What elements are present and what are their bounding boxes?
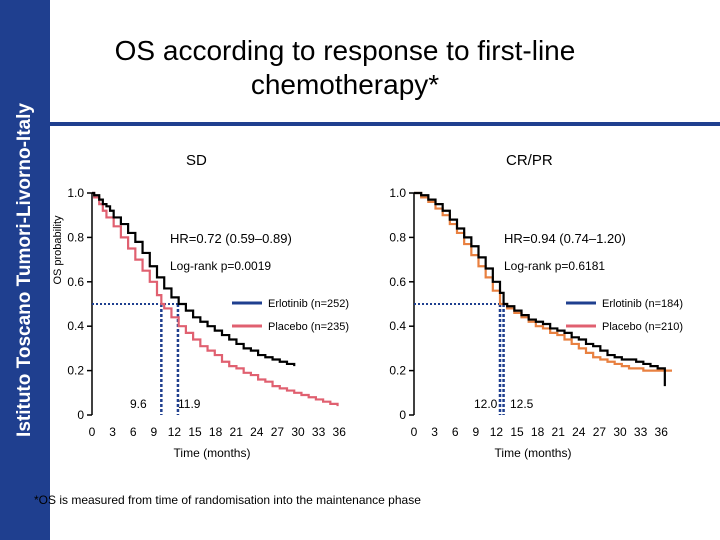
panel-title-crpr: CR/PR	[506, 152, 553, 169]
panel1-x-tick-label: 15	[510, 425, 524, 439]
panel0-x-tick-label: 12	[168, 425, 182, 439]
panel1-legend-label-erlotinib: Erlotinib (n=184)	[602, 298, 683, 310]
panel1-y-tick-label: 1.0	[389, 186, 406, 200]
panel0-legend-label-erlotinib: Erlotinib (n=252)	[268, 298, 349, 310]
panel1-x-tick-label: 9	[472, 425, 479, 439]
panel1-x-tick-label: 21	[552, 425, 566, 439]
panel0-x-tick-label: 33	[312, 425, 326, 439]
panel1-logrank-text: Log-rank p=0.6181	[504, 259, 605, 273]
panel1-y-tick-label: 0.8	[389, 230, 406, 244]
panel0-y-tick-label: 1.0	[67, 186, 84, 200]
panel1-x-tick-label: 12	[490, 425, 504, 439]
panel0-logrank-text: Log-rank p=0.0019	[170, 259, 271, 273]
panel1-hr-text: HR=0.94 (0.74–1.20)	[504, 231, 626, 246]
panel0-x-tick-label: 27	[271, 425, 285, 439]
panel0-x-tick-label: 21	[230, 425, 244, 439]
panel0-legend-label-placebo: Placebo (n=235)	[268, 321, 349, 333]
panel0-median-label: 11.9	[178, 397, 201, 411]
panel1-y-tick-label: 0.4	[389, 319, 406, 333]
panel0-hr-text: HR=0.72 (0.59–0.89)	[170, 231, 292, 246]
panel-title-sd: SD	[186, 152, 207, 169]
panel0-y-tick-label: 0.4	[67, 319, 84, 333]
panel1-median-label: 12.0	[474, 397, 498, 411]
panel0-x-tick-label: 30	[291, 425, 305, 439]
panel1-y-tick-label: 0.2	[389, 364, 406, 378]
panel1-median-label: 12.5	[510, 397, 534, 411]
panel0-x-tick-label: 15	[188, 425, 202, 439]
panel1-x-tick-label: 33	[634, 425, 648, 439]
title-underline	[50, 122, 720, 126]
slide-title: OS according to response to first-line c…	[114, 35, 576, 100]
panel0-x-tick-label: 3	[109, 425, 116, 439]
panel0-y-tick-label: 0	[77, 408, 84, 422]
panel1-x-tick-label: 3	[431, 425, 438, 439]
panel0-y-tick-label: 0.8	[67, 230, 84, 244]
panel1-x-axis-title: Time (months)	[495, 446, 572, 460]
panel0-x-tick-label: 9	[150, 425, 157, 439]
panel1-x-tick-label: 27	[593, 425, 607, 439]
panel0-x-tick-label: 0	[89, 425, 96, 439]
panel0-x-axis-title: Time (months)	[174, 446, 251, 460]
footnote: *OS is measured from time of randomisati…	[34, 493, 421, 507]
sidebar: Istituto Toscano Tumori-Livorno-Italy	[0, 0, 50, 540]
panel1-x-tick-label: 24	[572, 425, 586, 439]
panel1-x-tick-label: 18	[531, 425, 545, 439]
panel0-y-tick-label: 0.2	[67, 364, 84, 378]
panel0-series-line-erlotinib	[92, 191, 296, 367]
panel0-x-tick-label: 24	[250, 425, 264, 439]
panel1-y-tick-label: 0	[399, 408, 406, 422]
panel0-series-line-placebo	[92, 191, 339, 407]
panel0-y-tick-label: 0.6	[67, 275, 84, 289]
panel1-y-tick-label: 0.6	[389, 275, 406, 289]
panel0-x-tick-label: 36	[333, 425, 347, 439]
panel1-x-tick-label: 36	[655, 425, 669, 439]
panel1-x-tick-label: 6	[452, 425, 459, 439]
panel1-x-tick-label: 0	[411, 425, 418, 439]
panel0-x-tick-label: 6	[130, 425, 137, 439]
panel1-legend-label-placebo: Placebo (n=210)	[602, 321, 683, 333]
panel1-x-tick-label: 30	[613, 425, 627, 439]
panel0-x-tick-label: 18	[209, 425, 223, 439]
panel1-series-line-erlotinib	[414, 191, 666, 387]
panel0-median-label: 9.6	[130, 397, 147, 411]
